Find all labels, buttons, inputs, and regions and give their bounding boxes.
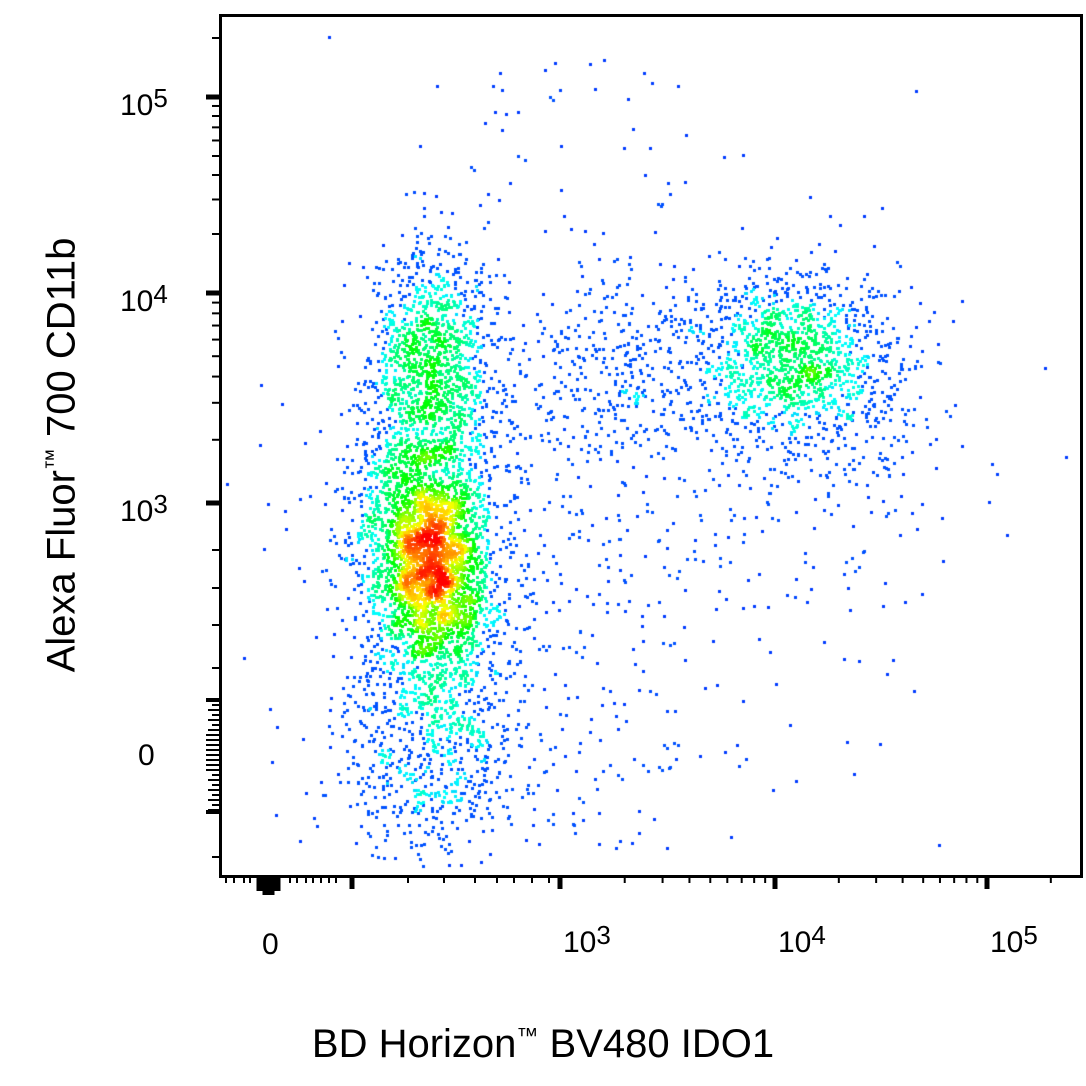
x-tick-label: 0 bbox=[262, 928, 279, 961]
density-scatter-area bbox=[222, 17, 1080, 875]
y-axis-label: Alexa Fluor™ 700 CD11b bbox=[39, 237, 84, 673]
y-tick-label: 104 bbox=[120, 279, 168, 318]
x-axis-label: BD Horizon™ BV480 IDO1 bbox=[311, 1022, 775, 1066]
x-tick-label: 103 bbox=[563, 920, 611, 959]
y-tick-label: 105 bbox=[120, 83, 168, 122]
y-tick-label: 103 bbox=[120, 489, 168, 528]
y-tick-label: 0 bbox=[138, 739, 155, 772]
x-tick-label: 104 bbox=[778, 920, 826, 959]
x-tick-label: 105 bbox=[990, 920, 1038, 959]
